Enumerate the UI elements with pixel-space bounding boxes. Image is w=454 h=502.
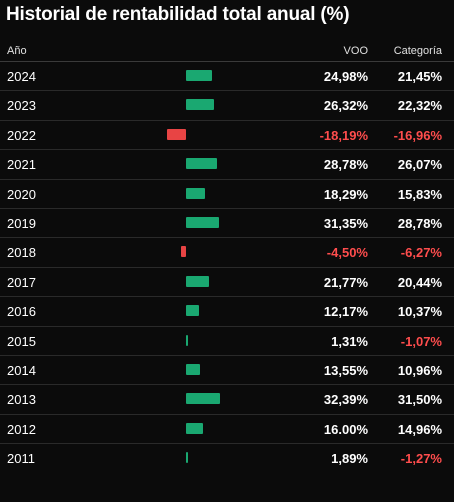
table-row: 2017 21,77% 20,44% <box>0 268 454 298</box>
row-voo-value: 13,55% <box>323 362 368 378</box>
row-voo-value: 31,35% <box>323 215 368 231</box>
row-voo-value: 24,98% <box>323 69 368 84</box>
row-voo-value: 26,32% <box>323 98 368 114</box>
row-voo-value: 28,78% <box>323 157 368 173</box>
return-bar <box>186 99 214 111</box>
table-row: 2021 28,78% 26,07% <box>0 150 454 180</box>
table-row: 2022 -18,19% -16,96% <box>0 121 454 151</box>
table-row: 2016 12,17% 10,37% <box>0 297 454 327</box>
row-category-value: 14,96% <box>397 421 442 437</box>
table-row: 2014 13,55% 10,96% <box>0 356 454 386</box>
table-row: 2012 16.00% 14,96% <box>0 415 454 445</box>
row-year: 2012 <box>7 421 36 437</box>
row-category-value: -1,07% <box>400 333 442 349</box>
page-title: Historial de rentabilidad total anual (%… <box>6 4 350 25</box>
row-category-value: 21,45% <box>397 69 442 84</box>
return-bar <box>186 275 210 287</box>
table-row: 2018 -4,50% -6,27% <box>0 238 454 268</box>
row-voo-value: -4,50% <box>326 245 368 261</box>
return-bar <box>186 363 201 375</box>
header-divider <box>0 61 454 62</box>
row-year: 2024 <box>7 69 36 84</box>
row-category-value: 15,83% <box>397 186 442 202</box>
row-year: 2021 <box>7 157 36 173</box>
table-row: 2023 26,32% 22,32% <box>0 91 454 121</box>
row-category-value: -16,96% <box>393 127 442 143</box>
return-bar <box>186 422 203 434</box>
return-bar <box>186 393 221 405</box>
table-row: 2019 31,35% 28,78% <box>0 209 454 239</box>
row-year: 2016 <box>7 304 36 320</box>
row-voo-value: 32,39% <box>323 392 368 408</box>
table-row: 2024 24,98% 21,45% <box>0 62 454 92</box>
column-header-year: Año <box>7 45 27 57</box>
row-voo-value: 16.00% <box>323 421 368 437</box>
row-year: 2013 <box>7 392 36 408</box>
return-bar <box>186 334 188 346</box>
return-bar <box>186 70 213 81</box>
row-year: 2015 <box>7 333 36 349</box>
return-bar <box>166 128 186 140</box>
table-row: 2020 18,29% 15,83% <box>0 180 454 209</box>
row-year: 2014 <box>7 362 36 378</box>
table-row: 2013 32,39% 31,50% <box>0 385 454 415</box>
return-bar <box>186 452 188 464</box>
row-category-value: 26,07% <box>397 157 442 173</box>
return-bar <box>186 158 217 170</box>
return-bar <box>186 216 220 228</box>
row-category-value: 28,78% <box>397 215 442 231</box>
table-row: 2011 1,89% -1,27% <box>0 444 454 473</box>
row-year: 2020 <box>7 186 36 202</box>
row-year: 2019 <box>7 215 36 231</box>
row-voo-value: 1,89% <box>331 451 368 467</box>
row-category-value: 20,44% <box>397 274 442 290</box>
table-row: 2015 1,31% -1,07% <box>0 327 454 356</box>
row-year: 2017 <box>7 274 36 290</box>
return-bar <box>186 305 199 317</box>
return-bar <box>181 246 186 258</box>
row-year: 2011 <box>7 451 35 467</box>
table-body: 2024 24,98% 21,45% 2023 26,32% 22,32% 2022 -18,… <box>0 62 454 473</box>
column-header-category: Categoría <box>393 45 442 57</box>
row-voo-value: 21,77% <box>323 274 368 290</box>
row-year: 2023 <box>7 98 36 114</box>
row-category-value: 10,37% <box>397 304 442 320</box>
row-voo-value: 1,31% <box>331 333 368 349</box>
row-year: 2022 <box>7 127 36 143</box>
row-category-value: -1,27% <box>400 451 442 467</box>
row-category-value: 22,32% <box>397 98 442 114</box>
row-voo-value: 18,29% <box>323 186 368 202</box>
row-voo-value: 12,17% <box>323 304 368 320</box>
row-category-value: -6,27% <box>400 245 442 261</box>
return-bar <box>186 187 206 199</box>
row-voo-value: -18,19% <box>319 127 368 143</box>
column-header-voo: VOO <box>343 45 368 57</box>
row-category-value: 10,96% <box>397 362 442 378</box>
row-category-value: 31,50% <box>397 392 442 408</box>
row-year: 2018 <box>7 245 36 261</box>
